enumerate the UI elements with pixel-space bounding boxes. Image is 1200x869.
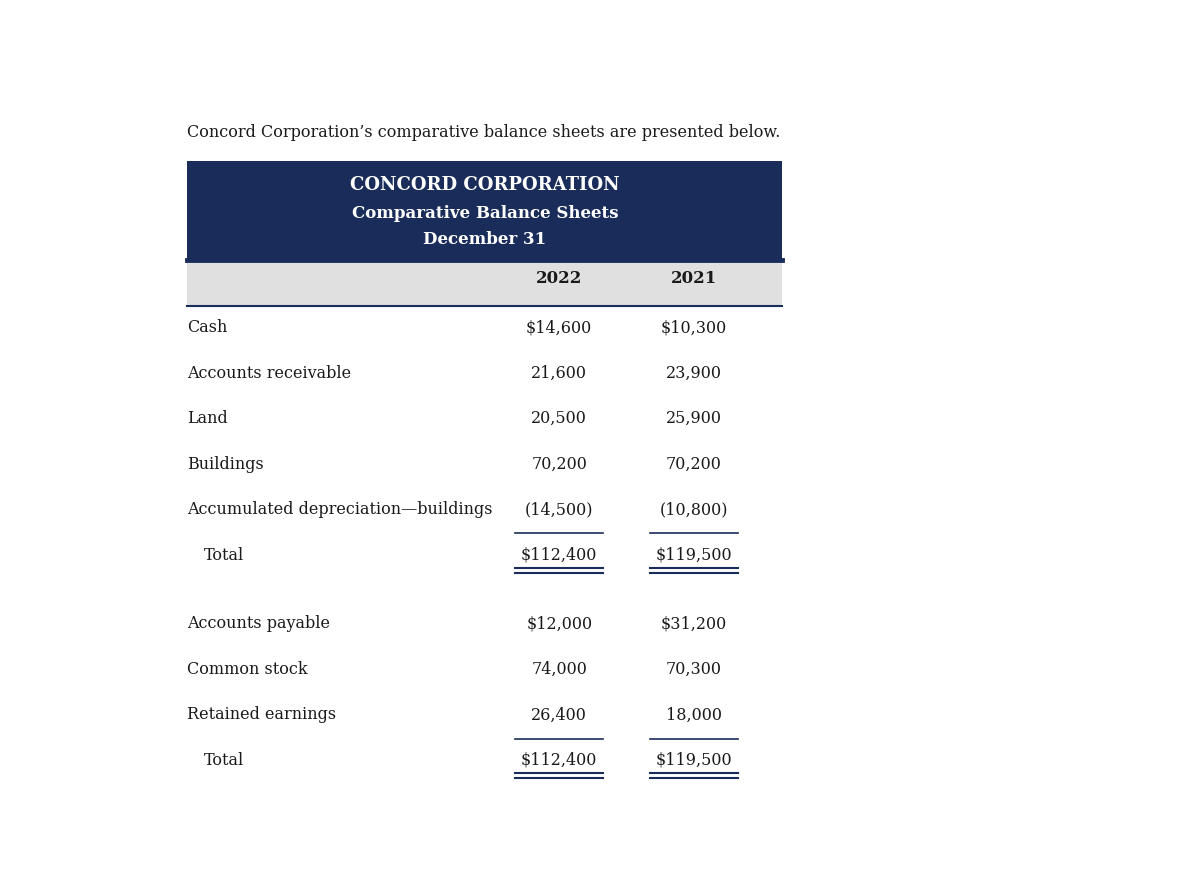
Text: $14,600: $14,600 [526, 319, 593, 336]
Text: Total: Total [204, 547, 244, 564]
Text: Accounts payable: Accounts payable [187, 615, 330, 633]
Text: 23,900: 23,900 [666, 365, 722, 381]
Text: Cash: Cash [187, 319, 228, 336]
Text: 2021: 2021 [671, 270, 718, 288]
Text: 70,200: 70,200 [532, 455, 587, 473]
Text: 74,000: 74,000 [532, 661, 587, 678]
Text: 20,500: 20,500 [532, 410, 587, 427]
FancyBboxPatch shape [187, 161, 782, 260]
Text: Comparative Balance Sheets: Comparative Balance Sheets [352, 205, 618, 222]
Text: $112,400: $112,400 [521, 752, 598, 769]
Text: Total: Total [204, 752, 244, 769]
Text: $31,200: $31,200 [661, 615, 727, 633]
Text: Land: Land [187, 410, 228, 427]
Text: Accumulated depreciation—buildings: Accumulated depreciation—buildings [187, 501, 493, 518]
Text: 26,400: 26,400 [532, 706, 587, 724]
Text: CONCORD CORPORATION: CONCORD CORPORATION [350, 176, 619, 194]
Text: Accounts receivable: Accounts receivable [187, 365, 352, 381]
Text: 25,900: 25,900 [666, 410, 722, 427]
Text: $112,400: $112,400 [521, 547, 598, 564]
Text: 21,600: 21,600 [532, 365, 587, 381]
Text: 70,200: 70,200 [666, 455, 722, 473]
Text: Retained earnings: Retained earnings [187, 706, 336, 724]
Text: 18,000: 18,000 [666, 706, 722, 724]
Text: Buildings: Buildings [187, 455, 264, 473]
Text: Concord Corporation’s comparative balance sheets are presented below.: Concord Corporation’s comparative balanc… [187, 124, 780, 142]
FancyBboxPatch shape [187, 260, 782, 306]
Text: Common stock: Common stock [187, 661, 308, 678]
Text: (10,800): (10,800) [660, 501, 728, 518]
Text: $119,500: $119,500 [655, 752, 732, 769]
Text: 2022: 2022 [536, 270, 582, 288]
Text: 70,300: 70,300 [666, 661, 722, 678]
Text: $10,300: $10,300 [661, 319, 727, 336]
Text: $119,500: $119,500 [655, 547, 732, 564]
Text: December 31: December 31 [424, 231, 546, 249]
Text: $12,000: $12,000 [526, 615, 593, 633]
Text: (14,500): (14,500) [524, 501, 594, 518]
